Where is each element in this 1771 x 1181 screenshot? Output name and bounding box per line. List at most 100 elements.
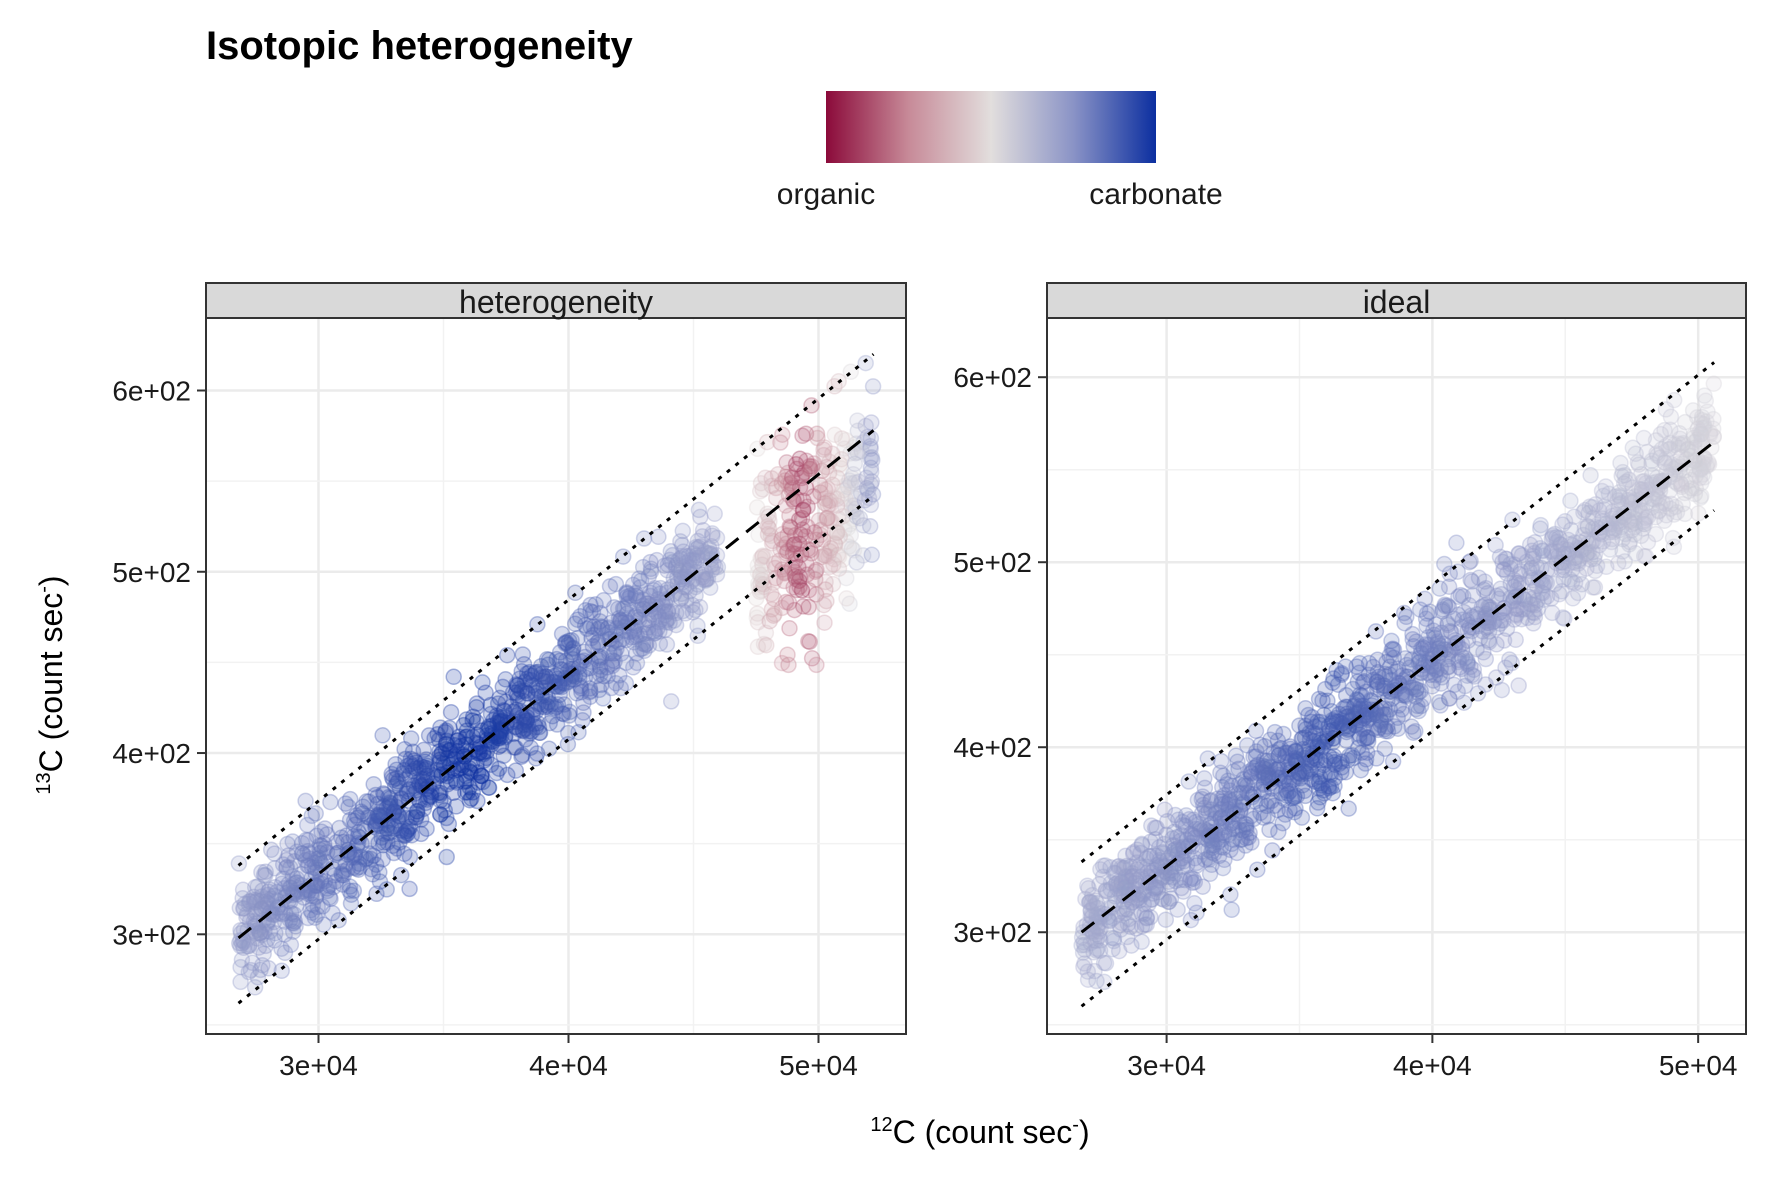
data-point (801, 460, 818, 478)
data-point (456, 773, 473, 791)
data-point (389, 840, 406, 857)
data-point (636, 616, 653, 633)
data-point (461, 779, 478, 796)
data-point (607, 575, 625, 593)
data-point (1498, 550, 1516, 568)
data-point (836, 521, 853, 538)
data-point (670, 552, 687, 569)
data-point (783, 559, 801, 577)
data-point (751, 483, 769, 500)
data-point (1543, 590, 1560, 607)
data-point (748, 609, 766, 626)
data-point (797, 479, 815, 497)
data-point (845, 465, 862, 483)
data-point (284, 833, 301, 850)
data-point (404, 758, 421, 775)
data-point (255, 866, 273, 884)
data-point (1680, 482, 1698, 500)
data-point (1427, 616, 1445, 633)
data-point (801, 460, 819, 477)
data-point (614, 600, 632, 617)
data-point (795, 492, 812, 510)
data-point (863, 473, 881, 490)
data-point (441, 742, 458, 759)
data-point (1215, 767, 1232, 785)
data-point (548, 716, 566, 733)
data-point (369, 795, 387, 813)
data-point (1234, 822, 1251, 839)
data-point (837, 499, 854, 517)
data-point (1436, 555, 1453, 573)
x-tick-label: 3e+04 (279, 1050, 358, 1081)
data-point (556, 635, 574, 652)
data-point (415, 759, 433, 776)
data-point (546, 674, 563, 691)
data-point (836, 477, 853, 495)
data-point (618, 605, 636, 622)
data-point (558, 634, 575, 652)
data-point (410, 773, 427, 790)
data-point (509, 690, 527, 708)
data-point (618, 588, 636, 606)
data-point (538, 697, 556, 714)
data-point (1605, 510, 1622, 527)
data-point (1078, 916, 1096, 933)
x-tick-label: 5e+04 (779, 1050, 858, 1081)
data-point (603, 614, 620, 631)
data-point (589, 620, 607, 638)
data-point (263, 905, 281, 923)
data-point (1570, 566, 1588, 583)
data-point (1470, 569, 1488, 587)
data-point (378, 881, 395, 898)
y-tick-label: 6e+02 (112, 376, 191, 407)
data-point (533, 665, 551, 683)
data-point (350, 824, 367, 841)
data-point (468, 713, 485, 731)
data-point (1662, 458, 1680, 476)
data-point (495, 702, 513, 719)
data-point (433, 744, 451, 762)
data-point (280, 847, 297, 864)
trend-line (237, 429, 875, 940)
data-point (385, 817, 403, 835)
data-point (822, 492, 839, 510)
data-point (667, 616, 685, 634)
data-point (572, 653, 590, 671)
data-point (767, 569, 784, 587)
data-point (848, 508, 865, 526)
data-point (274, 856, 292, 873)
data-point (839, 478, 857, 496)
data-point (473, 767, 490, 785)
data-point (280, 875, 297, 893)
data-point (492, 708, 509, 726)
data-point (277, 904, 294, 922)
data-point (334, 833, 352, 851)
data-point (1532, 516, 1549, 534)
data-point (612, 613, 630, 631)
data-point (779, 476, 797, 493)
data-point (415, 800, 433, 818)
data-point (1576, 520, 1594, 537)
data-point (694, 528, 711, 545)
data-point (442, 703, 460, 721)
data-point (455, 746, 472, 764)
data-point (235, 900, 252, 917)
data-point (339, 846, 356, 863)
data-point (667, 604, 685, 622)
data-point (599, 667, 616, 685)
data-point (241, 893, 259, 910)
data-point (392, 822, 410, 839)
data-point (524, 706, 541, 724)
data-point (419, 791, 436, 808)
data-point (516, 673, 534, 691)
data-point (817, 581, 834, 598)
data-point (1477, 596, 1495, 613)
data-point (560, 632, 578, 650)
data-point (1252, 795, 1270, 813)
data-point (396, 827, 413, 844)
data-point (632, 572, 650, 589)
data-point (532, 696, 550, 713)
data-point (606, 653, 623, 670)
data-point (825, 550, 843, 568)
data-point (480, 779, 497, 796)
